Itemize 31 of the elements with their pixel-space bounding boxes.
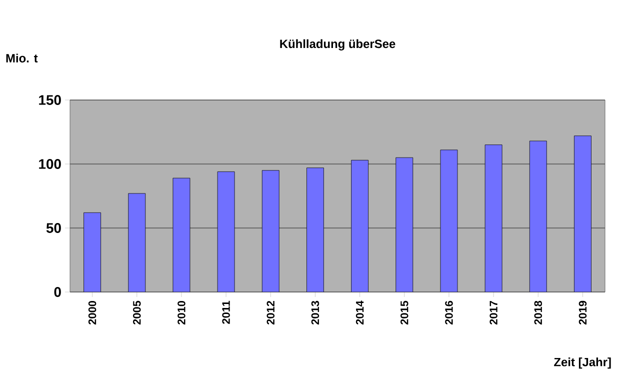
bar [172, 178, 190, 292]
x-tick-label: 2014 [356, 300, 364, 325]
bar [306, 168, 324, 292]
x-tick-label: 2013 [311, 300, 320, 325]
x-tick-label: 2016 [445, 300, 453, 325]
bar [574, 136, 592, 292]
x-tick-label: 2011 [222, 300, 230, 324]
bar [351, 160, 368, 292]
chart-title: Kühlladung überSee [280, 39, 396, 50]
bar [262, 170, 280, 292]
bar [84, 212, 101, 292]
bar [484, 144, 502, 292]
bar [440, 150, 458, 292]
x-tick-label: 2005 [133, 300, 141, 325]
bar [217, 171, 235, 292]
x-tick-label: 2000 [88, 300, 96, 325]
y-axis-title: Mio. t [6, 54, 38, 62]
x-tick-label: 2015 [400, 300, 408, 325]
bar [396, 157, 414, 292]
x-tick-label: 2018 [534, 300, 542, 325]
y-tick-label: 150 [39, 95, 61, 105]
x-tick-label: 2019 [578, 300, 587, 325]
x-tick-label: 2012 [266, 300, 275, 325]
y-tick-label: 0 [54, 287, 61, 297]
bar [128, 193, 146, 292]
x-tick-label: 2010 [178, 300, 186, 325]
x-tick-label: 2017 [490, 301, 498, 325]
y-tick-label: 100 [39, 159, 61, 169]
bar [529, 140, 547, 292]
x-axis-title: Zeit [Jahr] [554, 358, 611, 369]
y-tick-label: 50 [46, 223, 61, 233]
